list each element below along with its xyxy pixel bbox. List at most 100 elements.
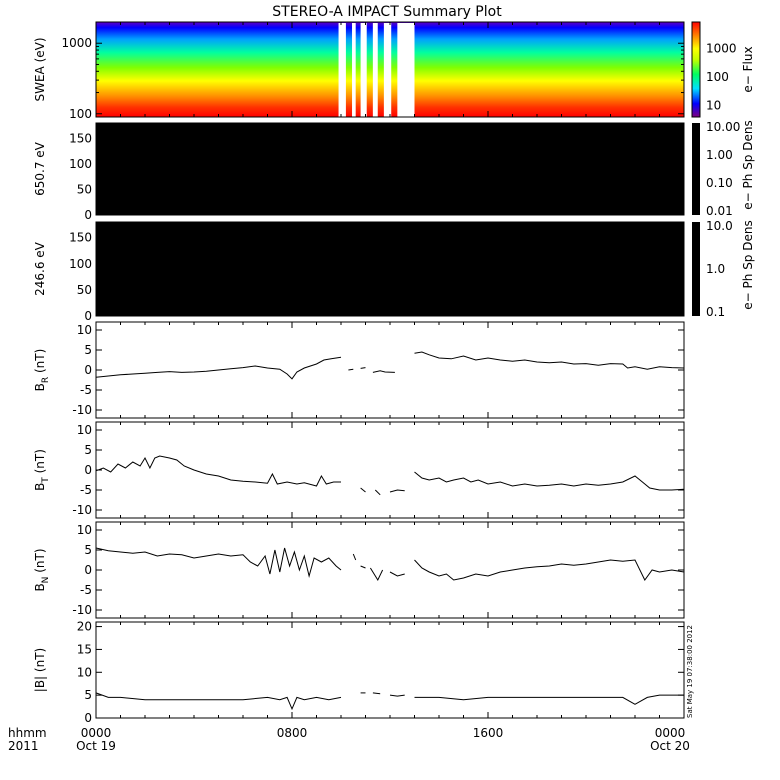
colorbar-frame (691, 21, 701, 118)
colorbar-tick-label: 10 (706, 99, 721, 113)
colorbar-tick-label: 1.00 (706, 148, 733, 162)
bn-series-line (360, 565, 366, 569)
bn-series-line (389, 571, 405, 577)
bmag-series-line (414, 694, 684, 705)
panel-pad650: 150 100 50 0 650.7 eV 10.00 1.00 0.10 0.01 e− Ph … (33, 120, 755, 222)
colorbar-tick-label: 10.0 (706, 219, 733, 233)
y-tick-label: 0 (84, 711, 92, 725)
colorbar-tick-label: 0.1 (706, 305, 725, 319)
colorbar-tick-label: 0.10 (706, 176, 733, 190)
panel-br: 10 5 0 -5 -10 BR (nT) (33, 321, 685, 419)
y-tick-label: -5 (80, 583, 92, 597)
colorbar-tick-label: 1.0 (706, 262, 725, 276)
colorbar-label: e− Flux (741, 46, 755, 92)
data-gap (372, 23, 378, 117)
br-series-line (372, 370, 395, 373)
data-gap (360, 23, 367, 117)
y-tick-label: 150 (69, 131, 92, 145)
colorbar (692, 222, 700, 316)
panel-frame (95, 122, 685, 216)
y-tick-label: 0 (84, 463, 92, 477)
y-axis-label: 246.6 eV (33, 241, 47, 296)
bt-series-line (360, 487, 366, 493)
tick-time-2: 1600 (473, 726, 504, 740)
panel-bt: 10 5 0 -5 -10 BT (nT) (33, 421, 685, 519)
data-gap (397, 23, 415, 117)
bmag-series-line (389, 694, 405, 697)
br-series-line (360, 367, 366, 369)
y-tick-label: -10 (72, 503, 92, 517)
y-axis-label: BN (nT) (33, 548, 51, 591)
bt-series-line (389, 489, 405, 493)
y-tick-label: 50 (77, 182, 92, 196)
pad-spectrogram (96, 123, 684, 215)
colorbar-tick-label: 10.00 (706, 120, 740, 134)
y-tick-label: -5 (80, 483, 92, 497)
y-axis-label: BR (nT) (33, 349, 51, 392)
data-gap (338, 23, 346, 117)
data-gap (352, 23, 356, 117)
panel-frame (95, 421, 685, 519)
colorbar-tick-label: 1000 (706, 42, 737, 56)
panel-bn: 10 5 0 -5 -10 BN (nT) (33, 521, 685, 619)
timestamp-label: Sat May 19 07:38:00 2012 (686, 625, 694, 718)
y-tick-label: 10 (77, 423, 92, 437)
y-tick-label: 100 (69, 107, 92, 121)
bn-series-line (369, 567, 384, 582)
y-tick-label: 50 (77, 283, 92, 297)
y-axis-label: 650.7 eV (33, 141, 47, 196)
tick-time-0: 0000 (81, 726, 112, 740)
y-tick-label: -10 (72, 403, 92, 417)
colorbar (692, 123, 700, 215)
panel-frame (95, 521, 685, 619)
y-tick-label: 10 (77, 523, 92, 537)
panel-swea: 100 1000 SWEA (eV) 1000 100 10 e− Flux (33, 21, 755, 121)
br-series-line (95, 356, 342, 380)
panel-frame (95, 621, 685, 719)
chart-title: STEREO-A IMPACT Summary Plot (272, 4, 502, 20)
date-axis: hhmm 2011 0000 Oct 19 0800 1600 0000 Oct… (8, 726, 690, 753)
panel-pad246: 150 100 50 0 246.6 eV 10.0 1.0 0.1 e− Ph Sp Dens (33, 219, 755, 323)
y-axis-label: SWEA (eV) (33, 37, 47, 101)
data-gap (383, 23, 392, 117)
colorbar-tick-label: 0.01 (706, 204, 733, 218)
y-tick-label: -10 (72, 603, 92, 617)
bn-series-line (352, 553, 357, 561)
tick-time-3: 0000 (655, 726, 686, 740)
br-series-line (414, 351, 685, 370)
bn-series-line (95, 547, 342, 578)
panel-frame (95, 321, 685, 419)
y-tick-label: 5 (84, 688, 92, 702)
panel-frame (95, 21, 685, 118)
tick-time-1: 0800 (277, 726, 308, 740)
tick-date-0: Oct 19 (76, 739, 116, 753)
y-tick-label: 5 (84, 543, 92, 557)
y-tick-label: 0 (84, 363, 92, 377)
colorbar-tick-label: 100 (706, 70, 729, 84)
y-tick-label: 5 (84, 443, 92, 457)
pad-spectrogram (96, 222, 684, 316)
y-tick-label: 0 (84, 563, 92, 577)
colorbar (692, 22, 700, 117)
year-label: 2011 (8, 739, 39, 753)
y-tick-label: 150 (69, 231, 92, 245)
colorbar-label: e− Ph Sp Dens (741, 120, 755, 209)
colorbar-label: e− Ph Sp Dens (741, 220, 755, 309)
bt-series-line (95, 455, 341, 487)
y-tick-label: -5 (80, 383, 92, 397)
y-tick-label: 10 (77, 665, 92, 679)
panel-frame (95, 221, 685, 317)
y-tick-label: 0 (84, 208, 92, 222)
y-tick-label: 100 (69, 257, 92, 271)
bmag-series-line (372, 692, 381, 695)
y-tick-label: 0 (84, 309, 92, 323)
y-axis-label: BT (nT) (33, 449, 51, 491)
y-tick-label: 10 (77, 323, 92, 337)
y-tick-label: 5 (84, 343, 92, 357)
hhmm-label: hhmm (8, 726, 47, 740)
bmag-series-line (95, 692, 342, 711)
bt-series-line (414, 471, 685, 491)
tick-date-3: Oct 20 (650, 739, 690, 753)
